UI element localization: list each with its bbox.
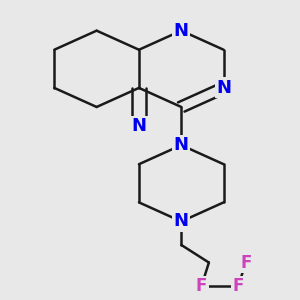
Text: F: F (196, 277, 207, 295)
Text: F: F (232, 277, 244, 295)
Text: N: N (216, 79, 231, 97)
Text: N: N (131, 117, 146, 135)
Text: N: N (174, 212, 189, 230)
Text: N: N (174, 22, 189, 40)
Text: N: N (174, 136, 189, 154)
Text: F: F (240, 254, 251, 272)
